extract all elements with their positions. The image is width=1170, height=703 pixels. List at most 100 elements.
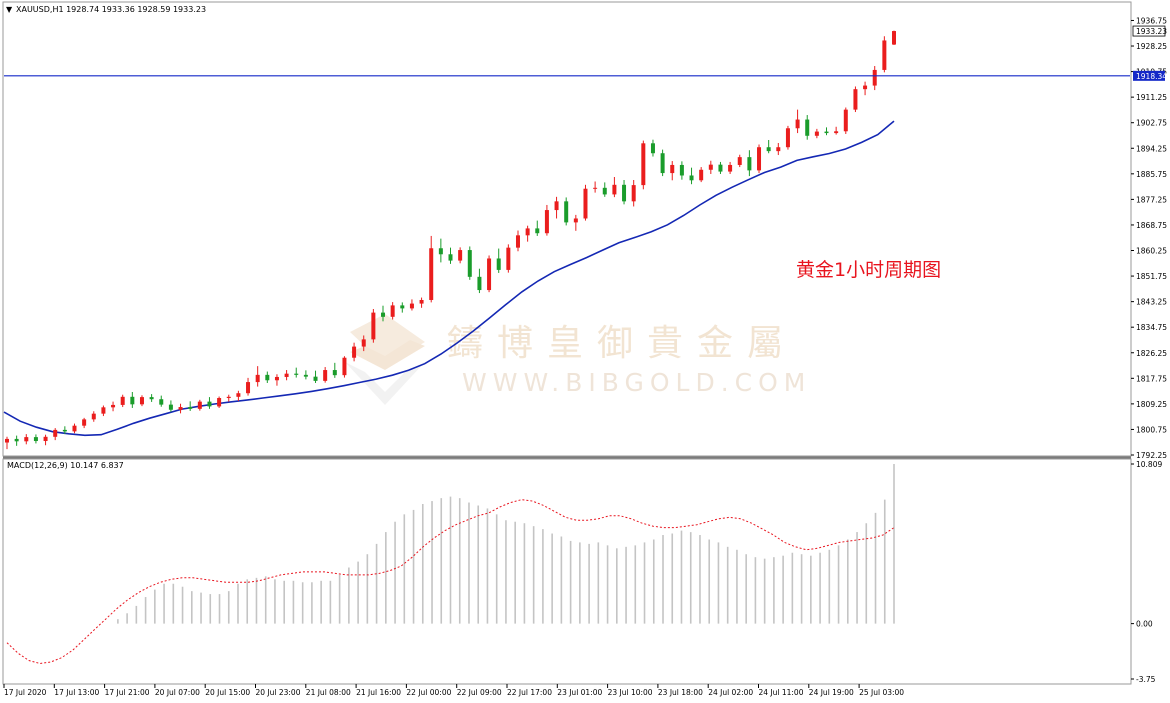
candle — [236, 390, 241, 402]
candle — [226, 394, 231, 402]
candle — [795, 109, 800, 134]
candle — [14, 435, 19, 446]
macd-tick-label: 10.809 — [1136, 460, 1162, 469]
watermark-chinese: 鑄博皇御貴金屬 — [447, 323, 797, 364]
price-tick-label: 1826.25 — [1136, 349, 1167, 358]
price-tick-label: 1885.75 — [1136, 170, 1167, 179]
candle — [101, 405, 106, 417]
time-tick-label: 17 Jul 2020 — [4, 688, 47, 697]
time-tick-label: 23 Jul 01:00 — [557, 688, 602, 697]
chart-menu-arrow-icon[interactable]: ▼ — [6, 5, 13, 14]
candle — [718, 161, 723, 174]
candle — [246, 377, 251, 396]
candle — [409, 299, 414, 311]
macd-header-label: MACD(12,26,9) 10.147 6.837 — [7, 461, 124, 470]
svg-text:1933.23: 1933.23 — [1136, 27, 1167, 36]
price-tick-label: 1911.25 — [1136, 93, 1167, 102]
price-tick-label: 1936.75 — [1136, 16, 1167, 25]
price-tick-label: 1843.25 — [1136, 298, 1167, 307]
candle — [766, 139, 771, 154]
candle — [274, 374, 279, 386]
candle — [535, 220, 540, 236]
candle — [622, 179, 627, 205]
candle — [612, 176, 617, 198]
price-tick-label: 1800.75 — [1136, 425, 1167, 434]
price-tick-label: 1928.25 — [1136, 42, 1167, 51]
candle — [438, 238, 443, 263]
candle — [506, 244, 511, 273]
candle — [448, 247, 453, 264]
candle — [168, 400, 173, 412]
candle — [120, 394, 125, 408]
candle — [554, 196, 559, 219]
macd-histogram — [117, 464, 895, 624]
candle — [487, 255, 492, 293]
candle — [641, 140, 646, 190]
candle — [853, 86, 858, 113]
candle — [43, 434, 48, 446]
candle — [24, 434, 29, 445]
candle — [757, 144, 762, 174]
candle — [689, 167, 694, 185]
price-axis: 1936.751928.251919.751911.251902.751894.… — [1131, 16, 1167, 460]
candle — [91, 411, 96, 422]
candle — [313, 370, 318, 383]
time-tick-label: 21 Jul 16:00 — [356, 688, 401, 697]
candle — [650, 139, 655, 157]
candle — [178, 403, 183, 414]
price-tick-label: 1868.75 — [1136, 221, 1167, 230]
candle — [708, 160, 713, 174]
candle — [458, 247, 463, 264]
candle — [564, 197, 569, 226]
candle — [400, 302, 405, 313]
macd-signal-line — [6, 499, 895, 665]
macd-tick-label: 0.00 — [1136, 620, 1153, 629]
watermark-logo-icon — [345, 314, 425, 405]
ma-line — [3, 120, 895, 437]
time-tick-label: 17 Jul 13:00 — [54, 688, 99, 697]
time-tick-label: 17 Jul 21:00 — [105, 688, 150, 697]
time-tick-label: 21 Jul 08:00 — [306, 688, 351, 697]
candle — [525, 225, 530, 242]
candle — [332, 362, 337, 378]
candlesticks — [5, 30, 896, 450]
time-tick-label: 22 Jul 00:00 — [406, 688, 451, 697]
candle — [207, 397, 212, 409]
candle — [834, 126, 839, 135]
candle — [361, 335, 366, 352]
chart-annotation: 黄金1小时周期图 — [796, 259, 941, 281]
macd-axis: 10.809 0.00 -3.75 — [1131, 460, 1162, 684]
time-tick-label: 23 Jul 10:00 — [608, 688, 653, 697]
price-tick-label: 1851.75 — [1136, 272, 1167, 281]
candle — [130, 391, 135, 408]
candle — [111, 401, 116, 412]
price-tick-label: 1894.25 — [1136, 144, 1167, 153]
macd-tick-label: -3.75 — [1136, 675, 1156, 684]
candle — [863, 81, 868, 96]
candle — [149, 394, 154, 402]
candle — [737, 154, 742, 168]
candle — [217, 396, 222, 408]
candle — [814, 128, 819, 139]
candle — [5, 436, 9, 450]
candle — [429, 235, 434, 303]
candle — [872, 66, 877, 91]
candle — [188, 401, 193, 411]
price-tick-label: 1792.25 — [1136, 451, 1167, 460]
candle — [583, 184, 588, 221]
time-tick-label: 25 Jul 03:00 — [859, 688, 904, 697]
signal-path — [6, 499, 895, 665]
time-tick-label: 22 Jul 09:00 — [457, 688, 502, 697]
candle — [670, 161, 675, 181]
candle — [892, 30, 896, 46]
candle — [62, 426, 67, 435]
candle — [573, 214, 578, 231]
candle — [467, 246, 472, 280]
candle — [323, 367, 328, 383]
candle — [593, 181, 598, 193]
price-tick-label: 1834.75 — [1136, 323, 1167, 332]
candle — [72, 423, 77, 434]
svg-text:1918.34: 1918.34 — [1136, 72, 1167, 81]
candle — [139, 395, 144, 407]
symbol-ohlc-label: XAUUSD,H1 1928.74 1933.36 1928.59 1933.2… — [16, 5, 206, 14]
